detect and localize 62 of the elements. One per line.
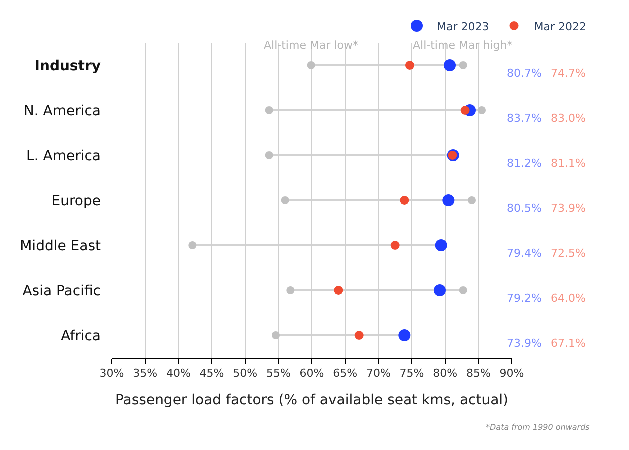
annotation: All-time Mar high* xyxy=(413,39,514,52)
point xyxy=(478,106,486,114)
legend-label: Mar 2022 xyxy=(534,20,586,34)
y-tick-label: Industry xyxy=(34,58,101,74)
annotation: All-time Mar low* xyxy=(264,39,359,52)
data-label: 79.4% xyxy=(507,247,542,260)
data-label: 74.7% xyxy=(551,67,586,80)
point xyxy=(272,332,280,340)
legend-label: Mar 2023 xyxy=(437,20,490,34)
data-label: 83.7% xyxy=(507,112,542,125)
point xyxy=(406,61,414,70)
data-label: 81.1% xyxy=(551,157,586,170)
x-tick-label: 75% xyxy=(400,367,424,380)
x-tick-label: 90% xyxy=(500,367,524,380)
point xyxy=(281,196,290,204)
data-label: 83.0% xyxy=(551,112,586,125)
data-label: 79.2% xyxy=(507,292,542,305)
data-label: 73.9% xyxy=(507,337,542,350)
point xyxy=(468,196,476,204)
point xyxy=(334,286,344,295)
point xyxy=(307,62,316,70)
data-label: 72.5% xyxy=(551,247,586,260)
data-label: 80.7% xyxy=(507,67,542,80)
y-tick-label: N. America xyxy=(24,103,101,120)
data-label: 81.2% xyxy=(507,157,542,170)
y-tick-label: Africa xyxy=(61,328,101,344)
point xyxy=(435,240,448,252)
x-axis-title: Passenger load factors (% of available seat kms, actual) xyxy=(115,392,509,408)
x-tick-label: 50% xyxy=(233,367,258,380)
y-tick-label: Asia Pacific xyxy=(22,283,101,300)
point xyxy=(188,242,197,250)
y-tick-label: L. America xyxy=(26,148,101,164)
point xyxy=(444,60,456,72)
x-tick-label: 30% xyxy=(100,367,124,380)
x-tick-label: 35% xyxy=(133,367,158,380)
point xyxy=(265,106,274,114)
x-tick-label: 70% xyxy=(366,367,391,380)
point xyxy=(434,284,446,296)
point xyxy=(459,286,468,294)
point xyxy=(442,194,455,206)
data-label: 80.5% xyxy=(507,202,542,215)
point xyxy=(265,152,274,160)
data-label: 64.0% xyxy=(551,292,586,305)
data-label: 67.1% xyxy=(551,337,586,350)
point xyxy=(398,330,411,342)
x-tick-label: 65% xyxy=(333,367,358,380)
point xyxy=(354,331,364,340)
point xyxy=(286,286,295,294)
data-label: 73.9% xyxy=(551,202,586,215)
point xyxy=(460,106,470,115)
x-tick-label: 55% xyxy=(266,367,291,380)
x-tick-label: 85% xyxy=(466,367,491,380)
y-tick-label: Europe xyxy=(52,193,101,210)
x-tick-label: 45% xyxy=(200,367,224,380)
point xyxy=(459,62,468,70)
y-tick-label: Middle East xyxy=(20,238,102,254)
point xyxy=(400,196,410,205)
text: *Data from 1990 onwards xyxy=(486,423,590,432)
point xyxy=(390,241,400,250)
x-tick-label: 60% xyxy=(300,367,324,380)
x-tick-label: 40% xyxy=(166,367,191,380)
x-tick-label: 80% xyxy=(433,367,458,380)
